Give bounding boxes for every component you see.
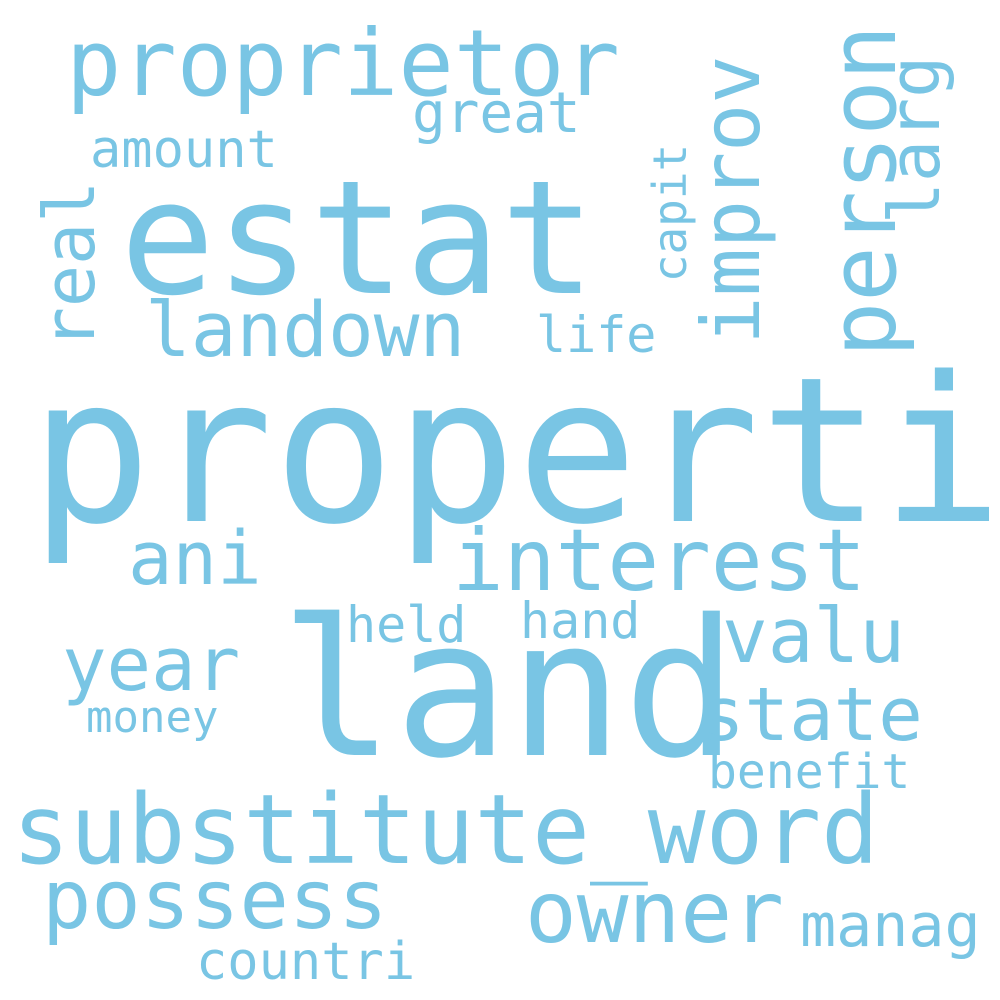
word-real: real <box>29 180 111 350</box>
word-improv: improv <box>685 55 778 345</box>
word-landown: landown <box>145 285 466 374</box>
word-life: life <box>536 306 657 364</box>
word-possess: possess <box>42 853 388 948</box>
word-money: money <box>86 692 219 743</box>
word-owner: owner <box>525 863 784 963</box>
word-state: state <box>700 672 923 758</box>
word-interest: interest <box>452 511 867 611</box>
word-larg: larg <box>874 55 956 225</box>
word-valu: valu <box>722 591 906 680</box>
word-proprietor: proprietor <box>66 10 620 117</box>
word-year: year <box>62 622 241 708</box>
word-held: held <box>346 596 467 654</box>
word-amount: amount <box>90 120 278 180</box>
word-substitute-word: substitute_word <box>12 774 879 886</box>
word-properti: properti <box>30 333 1000 569</box>
word-land: land <box>280 579 738 800</box>
word-estat: estat <box>120 147 596 331</box>
word-countri: countri <box>196 932 416 992</box>
word-manag: manag <box>800 891 981 961</box>
word-benefit: benefit <box>708 744 911 800</box>
word-capit: capit <box>643 143 697 283</box>
word-great: great <box>412 81 581 146</box>
word-ani: ani <box>128 516 262 602</box>
word-hand: hand <box>520 592 641 650</box>
